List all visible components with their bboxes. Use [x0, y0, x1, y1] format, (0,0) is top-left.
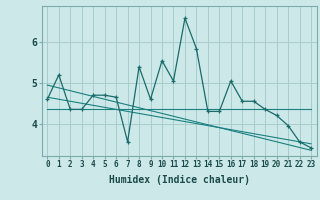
X-axis label: Humidex (Indice chaleur): Humidex (Indice chaleur) [109, 175, 250, 185]
